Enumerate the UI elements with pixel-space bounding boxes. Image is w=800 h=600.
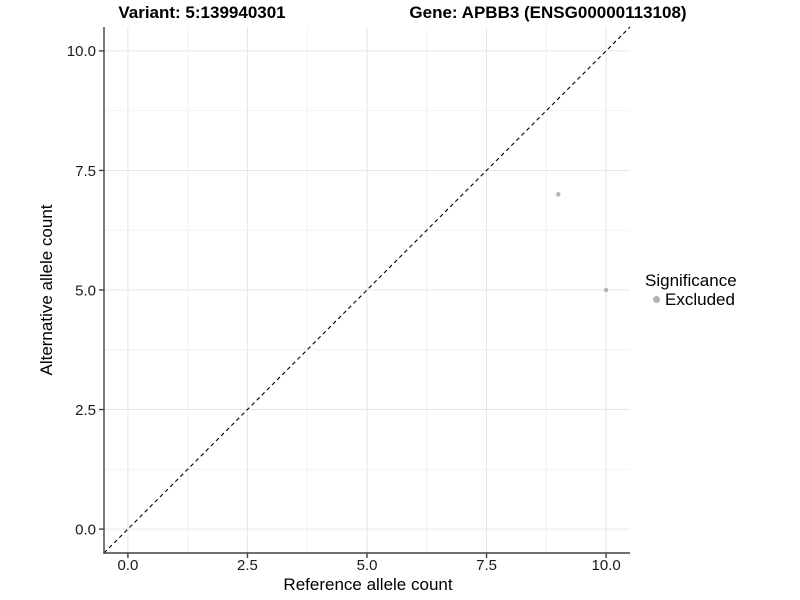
- x-tick-label: 10.0: [591, 557, 620, 574]
- legend-key-dot: [653, 296, 660, 303]
- data-point: [556, 192, 561, 197]
- y-tick-label: 10.0: [67, 43, 96, 60]
- legend: Significance Excluded: [645, 271, 737, 309]
- x-tick-label: 2.5: [237, 557, 258, 574]
- y-axis-title: Alternative allele count: [37, 204, 56, 376]
- y-tick-label: 5.0: [75, 282, 96, 299]
- x-tick-label: 0.0: [117, 557, 138, 574]
- x-tick-label: 5.0: [357, 557, 378, 574]
- legend-item-label: Excluded: [665, 289, 735, 309]
- x-tick-label: 7.5: [476, 557, 497, 574]
- identity-line: [103, 26, 631, 554]
- plot-title-variant: Variant: 5:139940301: [118, 3, 286, 22]
- y-tick-label: 2.5: [75, 402, 96, 419]
- x-axis-title: Reference allele count: [283, 575, 453, 594]
- y-tick-label: 0.0: [75, 521, 96, 538]
- data-point: [603, 287, 609, 293]
- plot-title-gene: Gene: APBB3 (ENSG00000113108): [409, 3, 687, 22]
- legend-title: Significance: [645, 271, 737, 290]
- legend-item-excluded: Excluded: [645, 290, 737, 309]
- y-tick-label: 7.5: [75, 163, 96, 180]
